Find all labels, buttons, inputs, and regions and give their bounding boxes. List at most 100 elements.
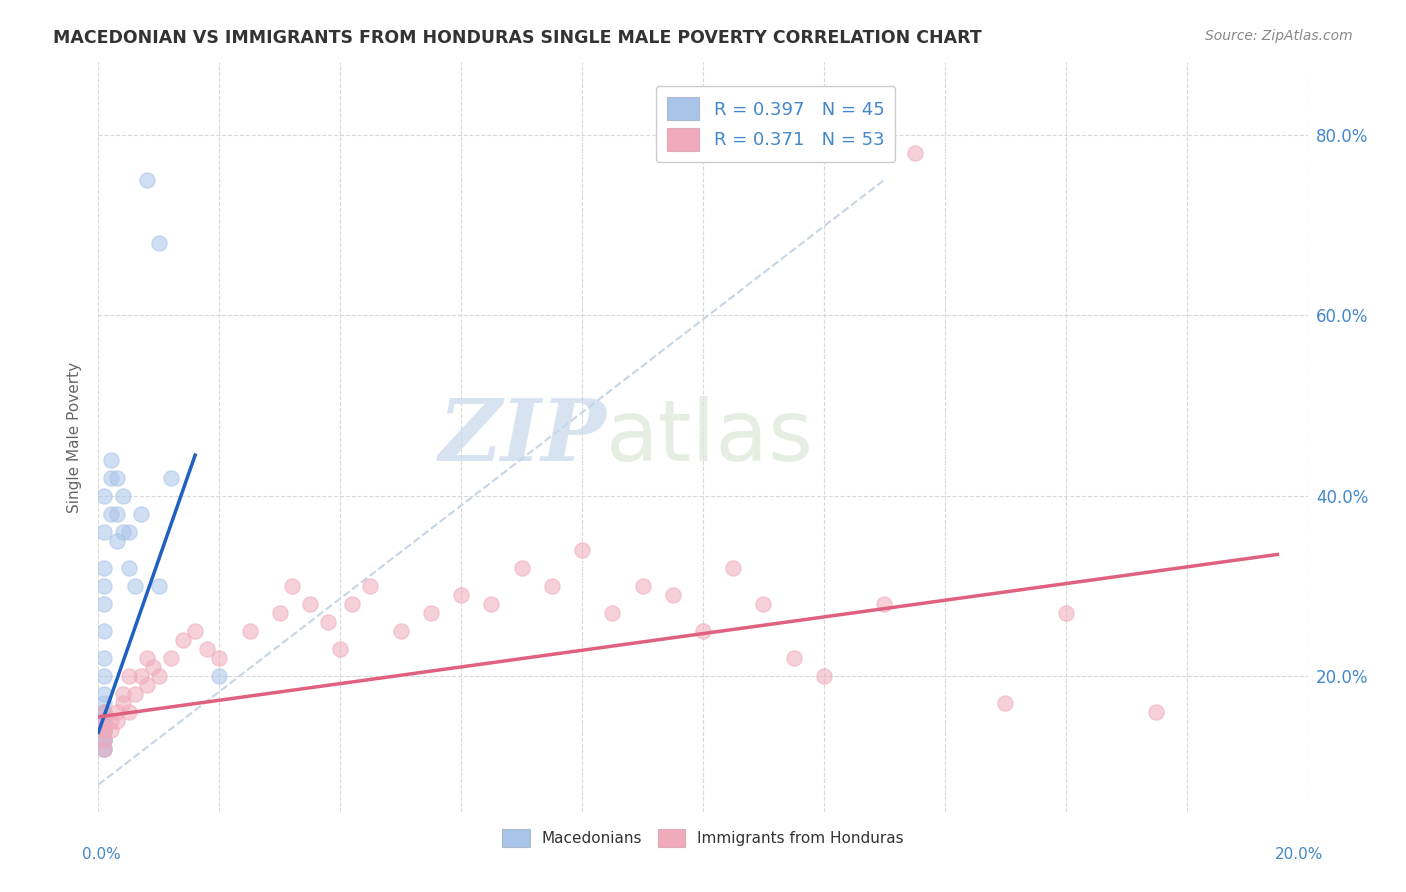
Point	[540, 579, 562, 593]
Point	[269, 606, 291, 620]
Point	[93, 723, 115, 738]
Point	[93, 697, 115, 711]
Point	[93, 741, 115, 756]
Point	[93, 714, 115, 729]
Point	[105, 533, 128, 548]
Point	[93, 723, 115, 738]
Point	[100, 452, 122, 467]
Point	[93, 687, 115, 701]
Point	[661, 588, 683, 602]
Point	[420, 606, 443, 620]
Point	[172, 633, 194, 648]
Point	[100, 471, 122, 485]
Point	[994, 697, 1017, 711]
Point	[111, 687, 134, 701]
Point	[93, 723, 115, 738]
Text: 20.0%: 20.0%	[1275, 847, 1323, 862]
Point	[93, 714, 115, 729]
Point	[93, 706, 115, 720]
Point	[631, 579, 654, 593]
Point	[239, 624, 262, 639]
Point	[111, 524, 134, 539]
Point	[93, 723, 115, 738]
Point	[316, 615, 339, 629]
Point	[93, 706, 115, 720]
Point	[118, 706, 141, 720]
Point	[111, 697, 134, 711]
Point	[100, 714, 122, 729]
Point	[93, 669, 115, 683]
Point	[783, 651, 806, 665]
Point	[873, 597, 896, 611]
Point	[105, 706, 128, 720]
Point	[360, 579, 382, 593]
Point	[93, 579, 115, 593]
Point	[93, 741, 115, 756]
Point	[93, 741, 115, 756]
Point	[93, 732, 115, 747]
Point	[692, 624, 714, 639]
Point	[135, 678, 157, 692]
Point	[135, 651, 157, 665]
Point	[389, 624, 412, 639]
Point	[160, 651, 183, 665]
Point	[93, 714, 115, 729]
Text: 0.0%: 0.0%	[82, 847, 121, 862]
Point	[118, 669, 141, 683]
Point	[129, 669, 152, 683]
Point	[208, 651, 231, 665]
Point	[281, 579, 304, 593]
Point	[904, 145, 927, 160]
Point	[1054, 606, 1077, 620]
Point	[160, 471, 183, 485]
Point	[752, 597, 775, 611]
Point	[124, 687, 146, 701]
Point	[124, 579, 146, 593]
Point	[93, 714, 115, 729]
Text: ZIP: ZIP	[439, 395, 606, 479]
Point	[602, 606, 624, 620]
Point	[208, 669, 231, 683]
Point	[118, 524, 141, 539]
Point	[129, 507, 152, 521]
Point	[93, 723, 115, 738]
Point	[142, 660, 165, 674]
Point	[93, 723, 115, 738]
Point	[510, 561, 533, 575]
Point	[93, 489, 115, 503]
Point	[813, 669, 835, 683]
Point	[93, 732, 115, 747]
Legend: Macedonians, Immigrants from Honduras: Macedonians, Immigrants from Honduras	[496, 823, 910, 853]
Point	[105, 714, 128, 729]
Point	[105, 471, 128, 485]
Point	[93, 706, 115, 720]
Point	[571, 543, 593, 558]
Point	[299, 597, 322, 611]
Point	[1144, 706, 1167, 720]
Point	[111, 489, 134, 503]
Point	[93, 714, 115, 729]
Point	[148, 235, 170, 250]
Point	[105, 507, 128, 521]
Point	[93, 723, 115, 738]
Point	[342, 597, 364, 611]
Point	[118, 561, 141, 575]
Point	[93, 732, 115, 747]
Point	[100, 507, 122, 521]
Point	[93, 624, 115, 639]
Point	[723, 561, 745, 575]
Point	[93, 561, 115, 575]
Point	[93, 732, 115, 747]
Point	[481, 597, 503, 611]
Text: Source: ZipAtlas.com: Source: ZipAtlas.com	[1205, 29, 1353, 43]
Point	[148, 579, 170, 593]
Point	[148, 669, 170, 683]
Point	[93, 706, 115, 720]
Point	[93, 597, 115, 611]
Point	[135, 173, 157, 187]
Point	[195, 642, 218, 657]
Point	[184, 624, 207, 639]
Text: MACEDONIAN VS IMMIGRANTS FROM HONDURAS SINGLE MALE POVERTY CORRELATION CHART: MACEDONIAN VS IMMIGRANTS FROM HONDURAS S…	[53, 29, 983, 46]
Text: atlas: atlas	[606, 395, 814, 479]
Point	[93, 723, 115, 738]
